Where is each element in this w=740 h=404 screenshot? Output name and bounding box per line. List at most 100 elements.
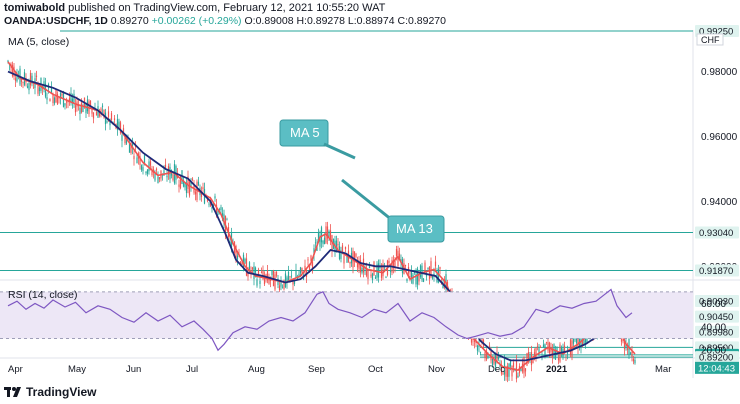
time-tick-label: Apr [8,364,23,375]
level-tag [695,294,739,307]
candle-body [164,164,167,168]
candle-body [488,345,491,347]
level-tag-label: 0.90930 [699,296,733,307]
candle-body [392,259,395,268]
candle-body [358,261,360,269]
candle-body [287,271,290,282]
candle-body [59,92,62,99]
candle-body [235,245,237,259]
candle-body [190,181,192,187]
candle-body [29,72,32,86]
callout-ma5-label: MA 5 [290,125,320,140]
author-name[interactable]: tomiwabold [4,2,66,14]
currency-tag[interactable] [696,33,724,46]
candle-body [509,360,512,367]
candle-body [514,370,516,372]
candle-body [512,362,515,368]
rsi-line[interactable] [7,288,633,352]
time-tick-label: Oct [368,364,383,375]
candle-body [586,335,588,345]
level-tag-label: 0.93040 [699,228,733,239]
candle-body [541,357,543,359]
rsi-tick-label: 60.00 [701,299,726,310]
candle-body [244,258,246,264]
candle-body [424,262,426,272]
candle-body [406,279,408,282]
candle-body [178,184,180,187]
candle-body [61,93,63,96]
ma-indicator-label[interactable]: MA (5, close) [8,36,70,48]
candle-body [26,86,29,88]
candle-body [130,142,132,153]
rsi-indicator-label[interactable]: RSI (14, close) [8,289,78,301]
candle-body [215,204,218,215]
candle-body [437,269,440,283]
candle-body [311,261,314,269]
candle-body [394,260,396,268]
candle-body [80,102,83,113]
candle-body [191,178,194,181]
candle-body [107,111,110,118]
candle-body [7,60,9,63]
candle-body [113,118,116,121]
candle-body [542,344,545,348]
candle-body [136,157,138,164]
candle-body [359,260,362,273]
candle-body [476,345,479,351]
candle-body [49,98,51,102]
candle-body [263,276,266,285]
candle-body [64,103,66,106]
rsi-tick-label: 40.00 [701,322,726,333]
candle-body [625,343,627,349]
candle-body [346,253,348,263]
candle-body [511,366,513,377]
candle-body [380,269,383,278]
candle-body [398,253,401,259]
candle-body [634,359,636,364]
currency-label: CHF [701,35,720,45]
publish-info: published on TradingView.com, February 1… [68,2,386,14]
candle-body [11,64,14,77]
candle-body [295,270,297,278]
candle-body [220,207,222,211]
candle-body [37,83,39,94]
candle-body [154,172,156,181]
level-tag-label: 0.91870 [699,266,733,277]
open-value: 0.89008 [255,15,294,27]
tradingview-logo[interactable]: TradingView [4,385,96,399]
candle-body [307,259,309,261]
candle-body [181,170,183,184]
candle-body [302,276,305,280]
candle-body [118,121,120,130]
candle-body [551,349,554,358]
candle-body [491,358,494,366]
candle-body [314,242,317,244]
candle-body [508,363,510,377]
candle-body [326,226,329,239]
callout-ma13-arrow [341,178,393,222]
open-label: O: [244,15,256,27]
ma5-line[interactable] [7,61,636,371]
candle-body [221,213,224,217]
candle-body [572,338,575,344]
candle-body [404,264,407,267]
candle-body [323,237,326,245]
candle-body [443,279,446,288]
candle-body [71,98,74,103]
time-tick-label: Dec [488,364,505,375]
rsi-band [0,291,693,339]
price-change: +0.00262 (+0.29%) [151,15,242,27]
candle-body [430,261,432,278]
time-tick-label: May [68,364,86,375]
candle-body [388,261,390,264]
candle-body [217,210,219,215]
candle-body [356,262,359,268]
level-tag [695,325,739,338]
candle-body [22,82,24,83]
candle-body [32,87,35,89]
ma13-line[interactable] [7,70,636,362]
level-tag [695,351,739,364]
candle-body [50,86,53,93]
candle-body [139,156,141,166]
